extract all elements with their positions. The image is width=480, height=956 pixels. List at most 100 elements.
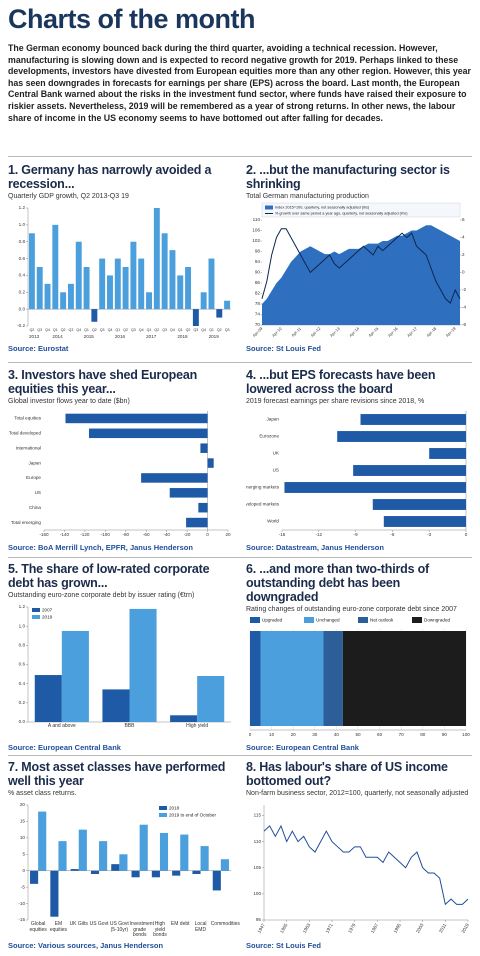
x-tick-label: 60	[377, 732, 383, 737]
plot-area: -15 -12 -9 -6 -3 0 Japan Eurozone UK US Emerging m…	[246, 407, 472, 540]
bar	[216, 309, 223, 318]
chart: -160 -140 -120 -100 -80 -60 -40 -20 0 20 Total equ…	[9, 411, 231, 537]
y-tick-label: 98	[255, 249, 261, 254]
x-tick-label: 0	[465, 532, 468, 537]
x-tick-label: Q2	[154, 328, 160, 332]
y-tick-label: 0.0	[19, 719, 26, 724]
chart-panel: 2. ...but the manufacturing sector is sh…	[246, 163, 472, 353]
x-tick-label: Q1	[52, 328, 58, 332]
y-tick-label: -4	[462, 305, 467, 310]
bar	[159, 832, 169, 871]
y-category-label: Japan	[28, 460, 41, 465]
legend-swatch	[412, 617, 422, 623]
plot-area: 95 100 105 110 115 1947 1955 1963 1971 1979 1987 19…	[246, 799, 472, 938]
y-category-label: Developed markets	[246, 502, 280, 507]
divider	[8, 755, 472, 756]
x-tick-label: Q3	[131, 328, 136, 332]
y-category-label: US	[35, 490, 41, 495]
y-tick-label: 100	[253, 891, 261, 896]
y-tick-label: 82	[255, 291, 261, 296]
x-tick-label: 40	[334, 732, 340, 737]
x-tick-label: Q2	[60, 328, 66, 332]
x-tick-label: Q1	[115, 328, 121, 332]
bar	[138, 258, 145, 310]
y-tick-label: 0	[22, 868, 25, 873]
y-category-label: Eurozone	[259, 434, 279, 439]
legend-label: 2007	[42, 607, 53, 612]
y-category-label: Emerging markets	[246, 485, 280, 490]
bar	[99, 841, 108, 871]
bar	[224, 300, 231, 310]
y-tick-label: 4	[462, 235, 465, 240]
x-tick-label: 20	[225, 532, 231, 537]
bar	[208, 258, 215, 310]
bar	[161, 233, 168, 310]
y-category-label: China	[29, 505, 41, 510]
y-tick-label: 106	[252, 228, 260, 233]
chart-subtitle: Rating changes of outstanding euro-zone …	[246, 606, 457, 613]
y-tick-label: 105	[253, 865, 261, 870]
y-category-label: US	[273, 468, 279, 473]
chart-subtitle: Global investor flows year to date ($bn)	[8, 398, 130, 405]
bar	[58, 841, 67, 871]
chart: -15 -10 -5 0 5 10 15 20 2018 2019 to end of Octob…	[18, 802, 231, 922]
x-tick-label: -9	[354, 532, 359, 537]
divider	[8, 156, 472, 157]
chart-title: 8. Has labour's share of US income botto…	[246, 760, 448, 788]
y-tick-label: -5	[21, 884, 26, 889]
bar	[83, 267, 90, 310]
x-tick-label: Q4	[138, 328, 144, 332]
x-tick-label: EM debt	[170, 921, 190, 927]
x-tick-label: UK Gilts	[69, 921, 88, 927]
y-category-label: Total developed	[9, 431, 42, 436]
legend-label: Unchanged	[316, 617, 340, 622]
plot-area: -160 -140 -120 -100 -80 -60 -40 -20 0 20 Total equ…	[8, 407, 234, 540]
x-tick-label: 0	[206, 532, 209, 537]
chart-subtitle: Total German manufacturing production	[246, 193, 369, 200]
bar	[200, 443, 208, 453]
x-tick-label: 2003	[415, 922, 425, 934]
legend-label: Index 2015=100, quarterly, not seasonall…	[275, 206, 370, 210]
legend-label: Upgraded	[262, 617, 283, 622]
bar	[70, 869, 79, 871]
y-tick-label: 86	[255, 280, 261, 285]
x-tick-label: Q4	[45, 328, 50, 332]
y-category-label: Japan	[266, 417, 279, 422]
bar-segment	[250, 631, 261, 726]
y-tick-label: 1.0	[19, 623, 26, 628]
bar	[141, 473, 208, 483]
line	[263, 824, 469, 906]
x-tick-label: 1947	[256, 922, 266, 934]
x-tick-label: Q3	[37, 328, 43, 332]
chart-source: Source: BoA Merrill Lynch, EPFR, Janus H…	[8, 543, 193, 552]
chart-panel: 3. Investors have shed European equities…	[8, 368, 234, 552]
x-tick-label: Global equities	[29, 921, 47, 933]
chart-panel: 7. Most asset classes have performed wel…	[8, 760, 240, 950]
intro-text: The German economy bounced back during t…	[8, 43, 471, 123]
x-tick-label: 100	[462, 732, 470, 737]
y-tick-label: 0	[462, 270, 465, 275]
y-tick-label: 70	[255, 322, 261, 327]
bar-segment	[323, 631, 343, 726]
y-tick-label: 1.2	[19, 205, 26, 210]
x-tick-label: Q3	[224, 328, 230, 332]
bar	[177, 275, 184, 310]
x-tick-label: Commodities	[210, 921, 240, 927]
x-tick-label: Investment grade bonds	[129, 921, 154, 938]
bar	[198, 502, 208, 513]
chart-subtitle: % asset class returns.	[8, 790, 77, 797]
year-label: 2013	[29, 334, 40, 339]
x-tick-label: US Govt (5-10yr)	[109, 921, 129, 933]
chart-source: Source: St Louis Fed	[246, 941, 322, 950]
bar	[151, 870, 160, 878]
chart-source: Source: European Central Bank	[8, 743, 121, 752]
x-tick-label: -120	[80, 532, 90, 537]
y-tick-label: 15	[20, 819, 26, 824]
divider	[8, 362, 472, 363]
x-tick-label: Apr-09	[251, 325, 264, 338]
x-tick-label: Q3	[193, 328, 199, 332]
y-category-label: Europe	[26, 475, 41, 480]
area	[262, 225, 460, 325]
x-tick-label: Apr-13	[329, 325, 342, 338]
x-tick-label: 70	[399, 732, 405, 737]
